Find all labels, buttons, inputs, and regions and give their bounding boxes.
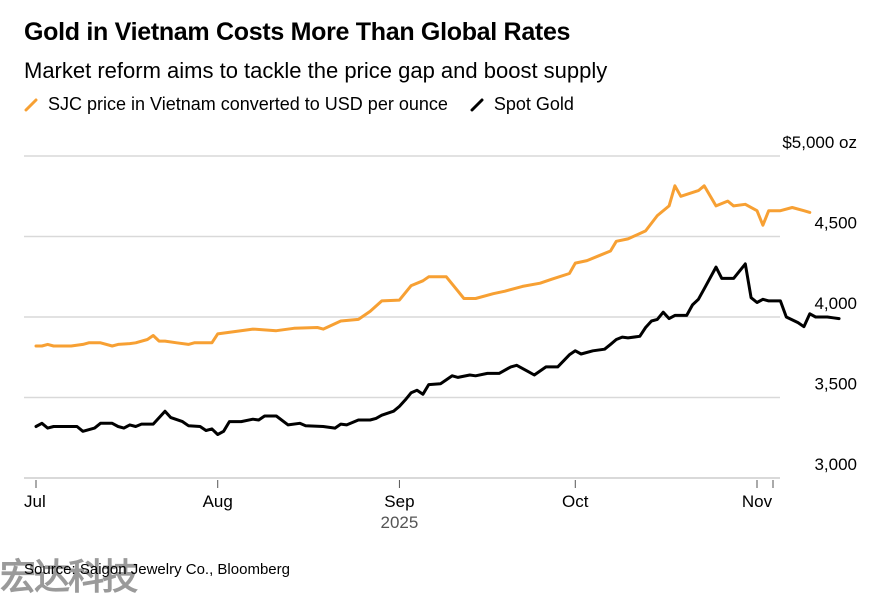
legend-item-sjc: SJC price in Vietnam converted to USD pe…	[24, 94, 448, 115]
series-line-spot-gold	[34, 262, 841, 436]
x-tick-label: Nov	[742, 492, 773, 511]
legend-swatch-spot-icon	[470, 98, 484, 111]
x-tick-label: Oct	[562, 492, 589, 511]
legend: SJC price in Vietnam converted to USD pe…	[24, 94, 596, 115]
y-tick-label: 4,000	[814, 294, 857, 313]
x-axis-year-label: 2025	[381, 513, 419, 532]
y-tick-label: 3,000	[814, 455, 857, 474]
series-line-sjc	[34, 184, 812, 348]
chart-subtitle: Market reform aims to tackle the price g…	[24, 58, 608, 83]
y-tick-label: 3,500	[814, 375, 857, 394]
y-tick-label: $5,000 oz	[782, 133, 857, 152]
x-tick-label: Aug	[203, 492, 233, 511]
source-note: Source: Saigon Jewelry Co., Bloomberg	[24, 561, 290, 578]
x-tick-label: Jul	[24, 492, 46, 511]
legend-label-sjc: SJC price in Vietnam converted to USD pe…	[48, 94, 448, 114]
x-tick-label: Sep	[384, 492, 414, 511]
legend-swatch-sjc-icon	[24, 98, 38, 111]
chart-title: Gold in Vietnam Costs More Than Global R…	[24, 18, 571, 46]
legend-item-spot: Spot Gold	[470, 94, 574, 115]
y-tick-label: 4,500	[814, 214, 857, 233]
legend-label-spot: Spot Gold	[493, 94, 574, 114]
